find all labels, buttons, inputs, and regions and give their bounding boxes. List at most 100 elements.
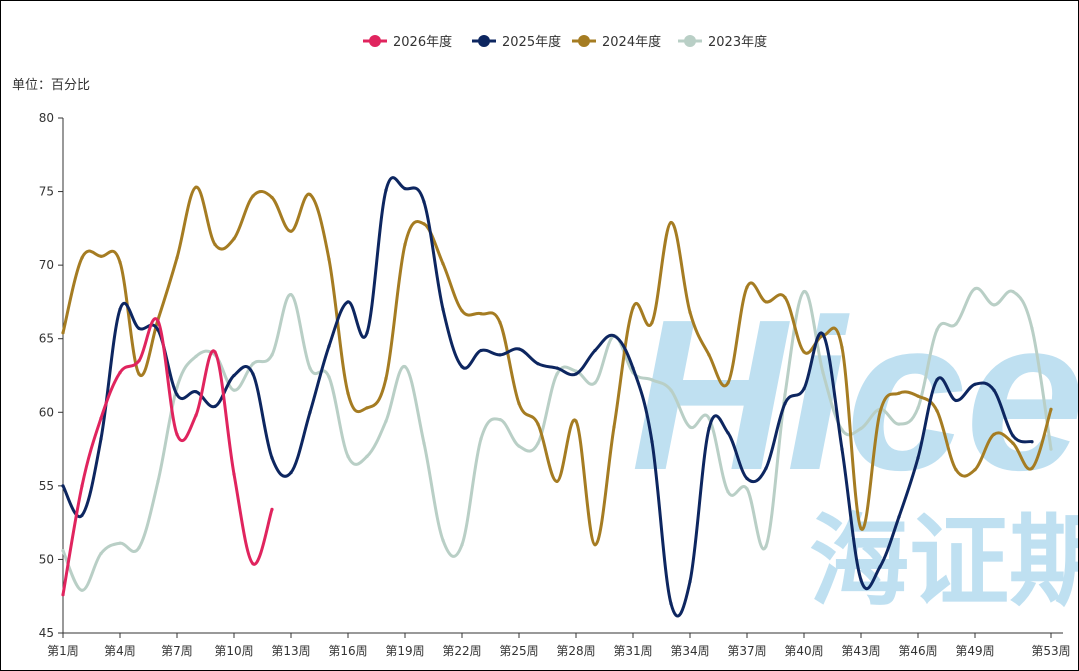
data-point bbox=[764, 466, 768, 470]
data-point bbox=[555, 366, 559, 370]
data-point bbox=[726, 490, 730, 494]
data-point bbox=[574, 372, 578, 376]
data-point bbox=[384, 419, 388, 423]
data-point bbox=[232, 472, 236, 476]
legend-item[interactable]: 2023年度 bbox=[678, 34, 767, 50]
axes: 45 50 55 60 65 70 75 80 第1周 第4周 第7周 第10周 第13周 第16周 第19… bbox=[39, 111, 1071, 658]
data-point bbox=[80, 513, 84, 517]
data-point bbox=[403, 242, 407, 247]
legend: 2026年度 2025年度 2024年度 2023年度 bbox=[363, 34, 767, 50]
x-tick-label: 第28周 bbox=[556, 644, 595, 658]
data-point bbox=[118, 260, 122, 264]
data-point bbox=[802, 387, 806, 391]
data-point bbox=[821, 371, 825, 375]
series-lines bbox=[61, 176, 1053, 618]
data-point bbox=[308, 192, 312, 197]
legend-swatch-marker bbox=[578, 35, 590, 47]
data-point bbox=[593, 348, 597, 353]
data-point bbox=[954, 468, 958, 472]
data-point bbox=[327, 257, 331, 261]
data-point bbox=[498, 353, 502, 357]
series-line-2026 bbox=[61, 317, 274, 597]
data-point bbox=[346, 454, 350, 458]
x-tick-label: 第43周 bbox=[841, 644, 880, 658]
legend-label: 2024年度 bbox=[602, 34, 661, 50]
data-point bbox=[384, 188, 388, 192]
data-point bbox=[137, 326, 141, 330]
x-tick-label: 第53周 bbox=[1031, 644, 1070, 658]
data-point bbox=[897, 515, 901, 519]
legend-item[interactable]: 2026年度 bbox=[363, 34, 452, 50]
series-points-2025 bbox=[61, 187, 1034, 606]
data-point bbox=[194, 185, 198, 189]
data-point bbox=[536, 441, 540, 445]
data-point bbox=[593, 381, 597, 385]
data-point bbox=[403, 365, 407, 369]
data-point bbox=[289, 471, 293, 475]
data-point bbox=[954, 398, 958, 403]
x-tick-label: 第10周 bbox=[214, 644, 253, 658]
x-tick-label: 第25周 bbox=[499, 644, 538, 658]
unit-label: 单位：百分比 bbox=[12, 78, 90, 93]
data-point bbox=[80, 588, 84, 592]
data-point bbox=[118, 541, 122, 545]
data-point bbox=[897, 391, 901, 395]
data-point bbox=[422, 441, 426, 445]
series-points-2023 bbox=[61, 287, 1053, 592]
data-point bbox=[745, 285, 749, 289]
data-point bbox=[954, 322, 958, 326]
data-point bbox=[1011, 441, 1015, 445]
legend-swatch-marker bbox=[369, 35, 381, 47]
x-tick-label: 第34周 bbox=[670, 644, 709, 658]
data-point bbox=[289, 229, 293, 233]
data-point bbox=[612, 334, 616, 338]
data-point bbox=[916, 456, 920, 460]
data-point bbox=[992, 303, 996, 307]
data-point bbox=[251, 362, 255, 366]
data-point bbox=[365, 454, 369, 458]
data-point bbox=[840, 447, 844, 451]
legend-item[interactable]: 2024年度 bbox=[572, 34, 661, 50]
data-point bbox=[1011, 290, 1015, 294]
data-point bbox=[99, 437, 103, 441]
data-point bbox=[650, 378, 654, 382]
data-point bbox=[99, 416, 103, 420]
data-point bbox=[536, 422, 540, 426]
data-point bbox=[726, 381, 730, 385]
data-point bbox=[935, 328, 939, 332]
data-point bbox=[308, 366, 312, 370]
legend-item[interactable]: 2025年度 bbox=[472, 34, 561, 50]
data-point bbox=[707, 416, 711, 420]
data-point bbox=[916, 394, 920, 398]
y-tick-label: 45 bbox=[39, 626, 54, 640]
x-tick-label: 第4周 bbox=[104, 644, 136, 658]
data-point bbox=[1030, 466, 1034, 470]
data-point bbox=[270, 353, 274, 357]
data-point bbox=[118, 371, 122, 375]
data-point bbox=[688, 579, 692, 584]
data-point bbox=[802, 350, 806, 354]
data-point bbox=[1030, 326, 1034, 330]
legend-swatch-marker bbox=[684, 35, 696, 47]
data-point bbox=[99, 551, 103, 556]
data-point bbox=[764, 300, 768, 304]
data-point bbox=[859, 426, 863, 431]
data-point bbox=[517, 347, 521, 351]
data-point bbox=[555, 372, 559, 376]
data-point bbox=[992, 432, 996, 436]
data-point bbox=[61, 549, 65, 553]
data-point bbox=[707, 353, 711, 357]
data-point bbox=[707, 426, 711, 431]
data-point bbox=[840, 345, 844, 350]
watermark-cjk-text: 海证期 bbox=[809, 503, 1078, 620]
data-point bbox=[346, 300, 350, 304]
data-point bbox=[422, 200, 426, 204]
data-point bbox=[460, 543, 464, 547]
data-point bbox=[859, 526, 863, 531]
data-point bbox=[783, 401, 787, 406]
data-point bbox=[878, 565, 882, 569]
x-tick-label: 第40周 bbox=[784, 644, 823, 658]
data-point bbox=[80, 256, 84, 260]
data-point bbox=[973, 287, 977, 291]
